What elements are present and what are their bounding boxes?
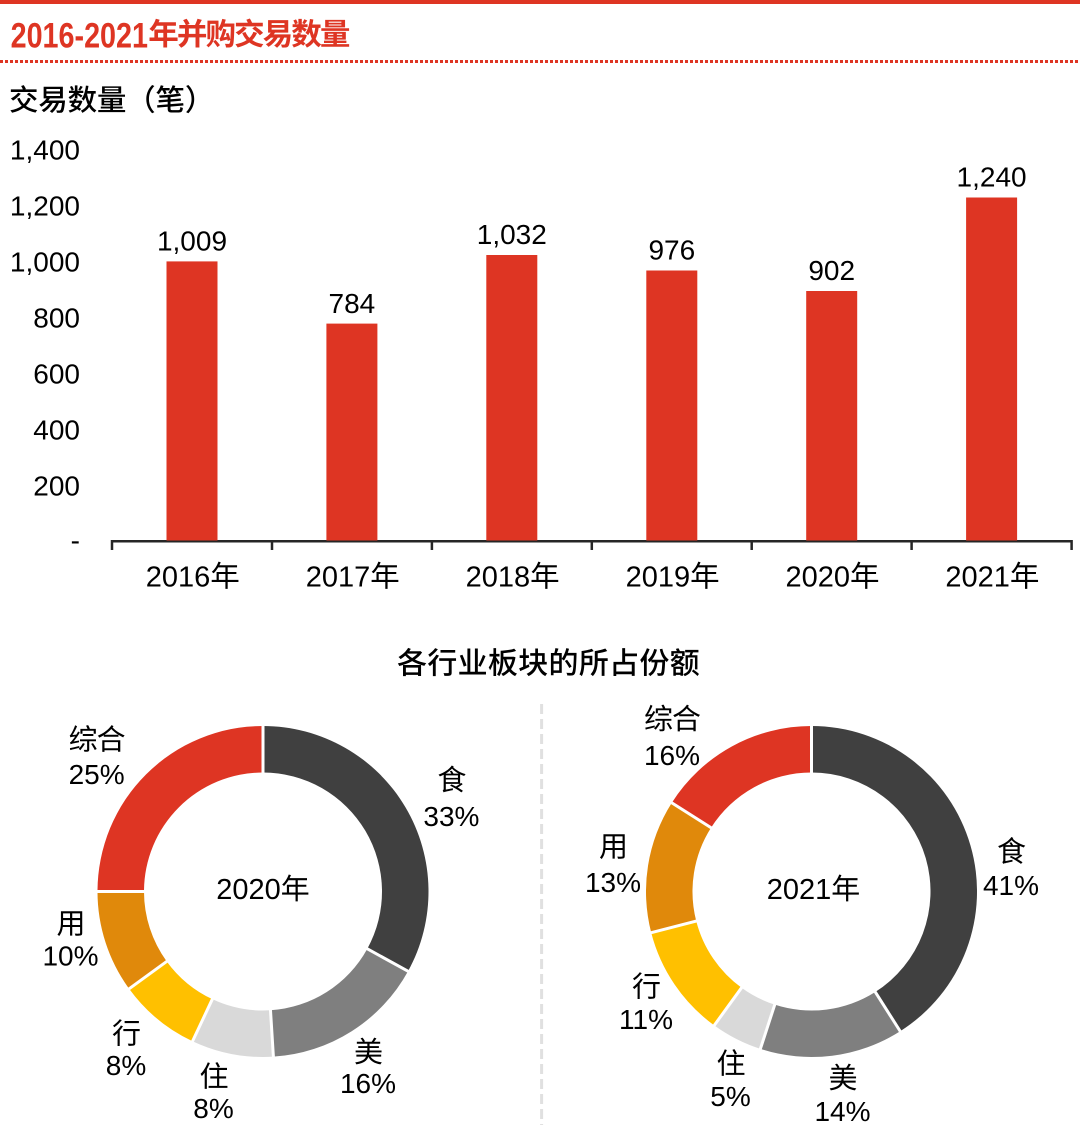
svg-text:16%: 16% xyxy=(340,1068,396,1099)
svg-text:2021: 2021 xyxy=(945,562,1010,594)
svg-text:33%: 33% xyxy=(423,801,479,832)
svg-text:2017: 2017 xyxy=(306,562,371,594)
svg-text:200: 200 xyxy=(33,471,80,502)
svg-text:16%: 16% xyxy=(644,740,700,771)
svg-text:2021: 2021 xyxy=(767,874,832,906)
svg-text:1,240: 1,240 xyxy=(957,162,1027,193)
svg-text:2018: 2018 xyxy=(466,562,531,594)
svg-text:8%: 8% xyxy=(193,1093,233,1124)
svg-text:1,400: 1,400 xyxy=(10,135,80,166)
svg-text:1,032: 1,032 xyxy=(477,219,547,250)
svg-text:902: 902 xyxy=(808,255,855,286)
svg-text:400: 400 xyxy=(33,415,80,446)
svg-text:5%: 5% xyxy=(710,1081,750,1112)
svg-text:41%: 41% xyxy=(983,870,1039,901)
svg-text:784: 784 xyxy=(329,288,376,319)
svg-text:2016: 2016 xyxy=(146,562,211,594)
svg-text:2020: 2020 xyxy=(786,562,851,594)
svg-text:1,009: 1,009 xyxy=(157,226,227,257)
svg-text:11%: 11% xyxy=(619,1004,673,1035)
svg-text:2019: 2019 xyxy=(626,562,691,594)
svg-text:976: 976 xyxy=(648,235,695,266)
svg-text:2016-2021: 2016-2021 xyxy=(11,17,148,56)
svg-text:8%: 8% xyxy=(106,1050,146,1081)
svg-text:10%: 10% xyxy=(42,941,98,972)
svg-text:1,000: 1,000 xyxy=(10,247,80,278)
svg-text:14%: 14% xyxy=(814,1096,870,1125)
svg-text:600: 600 xyxy=(33,359,80,390)
svg-text:800: 800 xyxy=(33,303,80,334)
svg-text:1,200: 1,200 xyxy=(10,191,80,222)
svg-text:13%: 13% xyxy=(585,867,641,898)
svg-text:2020: 2020 xyxy=(216,874,281,906)
svg-text:-: - xyxy=(71,525,80,556)
svg-text:25%: 25% xyxy=(69,759,125,790)
